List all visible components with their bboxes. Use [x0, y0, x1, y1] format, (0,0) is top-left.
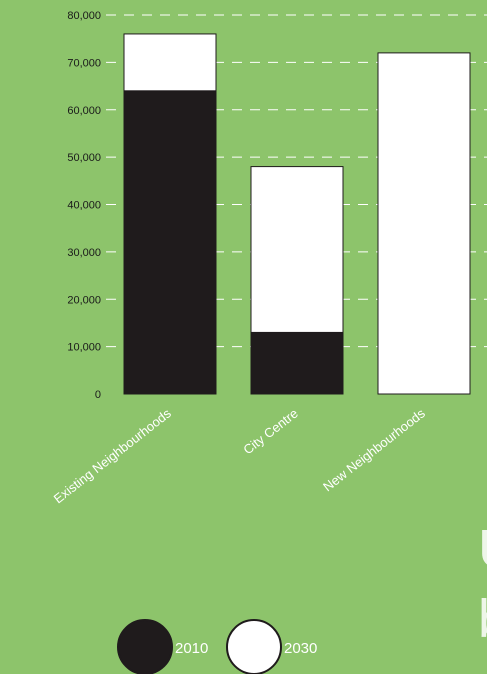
- legend-swatch-2030: [226, 619, 282, 674]
- y-tick-label: 40,000: [67, 200, 101, 212]
- bars: [123, 33, 471, 395]
- y-tick-label: 30,000: [67, 247, 101, 259]
- legend-swatch-2010: [117, 619, 173, 674]
- bar-segment-2010: [250, 331, 344, 395]
- category-labels: Existing Neighbourhoods City Centre New Ne…: [51, 405, 429, 506]
- legend-label: 2030: [284, 640, 317, 657]
- category-label: City Centre: [240, 406, 300, 458]
- y-tick-label: 10,000: [67, 342, 101, 354]
- legend-label: 2010: [175, 640, 208, 657]
- bar-segment-2010: [123, 90, 217, 395]
- y-tick-label: 70,000: [67, 57, 101, 69]
- y-tick-label: 50,000: [67, 152, 101, 164]
- legend: 2010 2030: [117, 619, 317, 674]
- bar-segment-2030: [377, 52, 471, 395]
- bar-segment-2030: [250, 166, 344, 333]
- y-tick-label: 60,000: [67, 105, 101, 117]
- y-tick-label: 20,000: [67, 294, 101, 306]
- y-axis-ticks: 0 10,000 20,000 30,000 40,000 50,000 60,000 70,…: [67, 10, 101, 401]
- category-label: Existing Neighbourhoods: [51, 405, 175, 506]
- category-label: New Neighbourhoods: [320, 405, 428, 494]
- y-tick-label: 80,000: [67, 10, 101, 22]
- cropped-heading-line-1: U: [478, 519, 487, 579]
- cropped-heading-line-2: b: [478, 589, 487, 649]
- y-tick-label: 0: [95, 389, 101, 401]
- bar-segment-2030: [123, 33, 217, 92]
